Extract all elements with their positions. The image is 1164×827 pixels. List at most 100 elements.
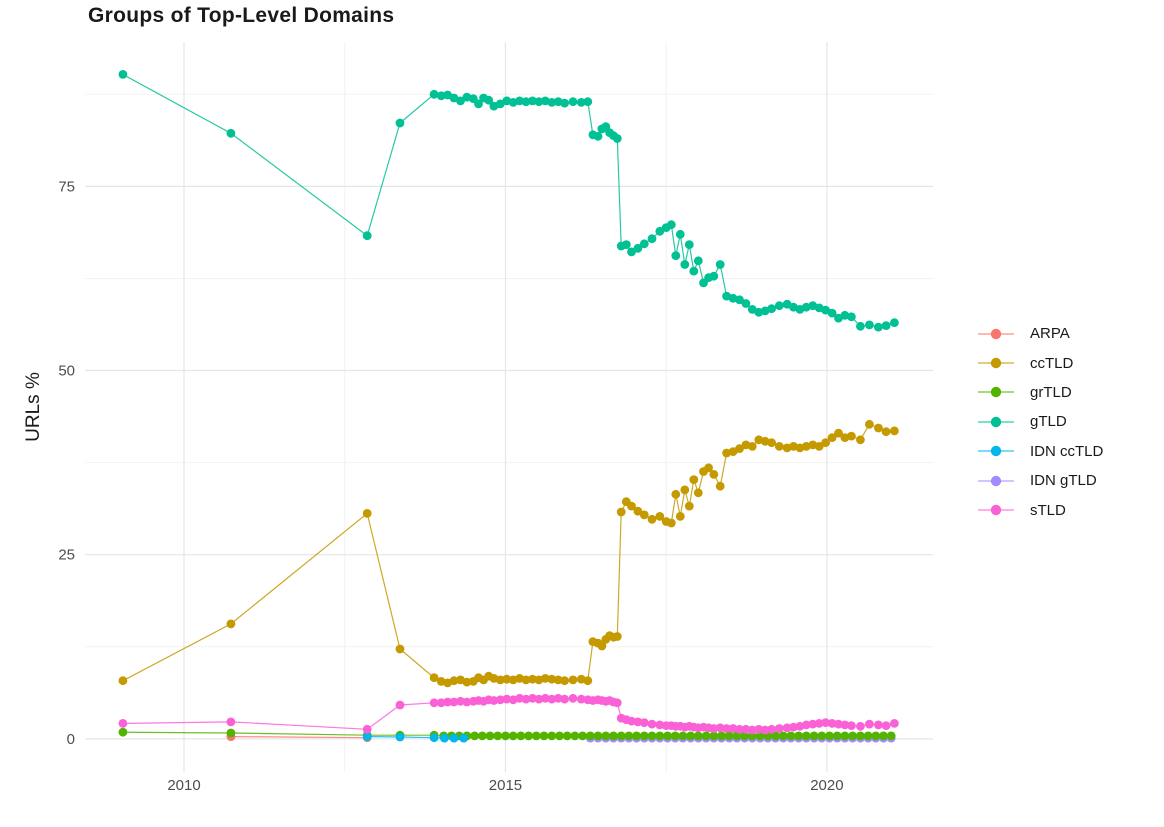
data-point [735,295,744,305]
data-point [856,721,865,731]
data-point [593,131,603,141]
data-point [728,724,738,733]
series-gtld [118,70,899,332]
data-point [528,693,537,703]
data-point [493,731,503,741]
data-point [693,731,703,741]
legend-key-stld-icon [978,504,1014,516]
legend-item-stld: sTLD [976,495,1103,524]
series-cctld [118,419,899,688]
data-point [881,427,891,437]
data-point [568,97,578,107]
data-point [794,731,803,741]
data-point [528,96,537,106]
data-point [547,694,557,704]
data-point [865,419,874,429]
legend-item-gtld: gTLD [976,407,1103,436]
data-point [395,644,405,654]
data-point [767,438,776,448]
legend-item-idn-gtld: IDN gTLD [976,466,1103,495]
legend-label: gTLD [1030,413,1067,431]
data-point [576,694,586,704]
legend-item-idn-cctld: IDN ccTLD [976,437,1103,466]
data-point [562,731,572,741]
data-point [856,731,865,741]
data-point [715,260,725,269]
data-point [808,719,818,729]
data-point [501,731,510,741]
data-point [774,442,784,451]
data-point [576,98,586,107]
data-point [647,234,657,244]
data-point [847,431,856,441]
data-point [118,719,128,728]
data-point [429,89,439,99]
data-point [701,731,711,741]
data-point [570,731,580,741]
x-tick-label: 2015 [489,777,522,794]
data-point [647,719,657,729]
data-point [524,731,533,741]
data-point [827,433,837,442]
data-point [782,723,792,733]
data-point [470,731,479,741]
legend-label: IDN gTLD [1030,472,1097,490]
x-tick-label: 2010 [167,777,200,794]
data-point [226,619,236,629]
data-point [874,423,883,433]
data-point [741,724,751,734]
legend-label: ccTLD [1030,354,1074,372]
series-idn-cctld [362,732,469,743]
data-point [863,731,873,741]
data-point [704,463,713,473]
data-point [755,731,765,741]
major-gridlines [85,42,933,772]
legend-label: sTLD [1030,501,1066,519]
data-point [865,719,874,729]
data-point [593,731,603,741]
data-point [655,731,665,741]
data-point [429,733,439,743]
data-point [612,632,622,641]
data-point [633,506,643,516]
data-point [362,724,372,734]
data-point [684,501,694,511]
data-point [666,518,676,528]
data-point [881,321,891,330]
data-point [540,674,550,683]
data-point [801,731,811,741]
data-point [871,731,881,741]
data-point [693,488,703,498]
data-point [735,444,744,453]
data-point [118,70,128,79]
data-point [449,676,459,686]
legend-key-gtld-icon [978,416,1014,428]
data-point [456,696,465,706]
data-point [609,731,618,741]
data-point [632,731,641,741]
data-point [521,675,531,685]
data-point [778,731,788,741]
legend-label: ARPA [1030,325,1070,343]
y-tick-label: 50 [58,363,75,380]
data-point [639,239,649,249]
data-point [516,731,526,741]
y-tick-label: 25 [58,547,75,564]
legend-key-idn-cctld-icon [978,446,1014,457]
data-point [568,693,578,703]
data-point [840,731,850,741]
data-point [865,320,874,330]
data-point [118,676,128,686]
data-point [585,731,595,741]
data-point [747,725,757,735]
data-point [817,731,827,741]
data-point [568,675,578,685]
data-point [801,720,811,730]
data-point [540,693,550,703]
data-point [495,695,505,705]
data-point [502,694,512,704]
data-point [881,721,891,730]
data-point [722,724,731,733]
data-point [715,723,725,733]
